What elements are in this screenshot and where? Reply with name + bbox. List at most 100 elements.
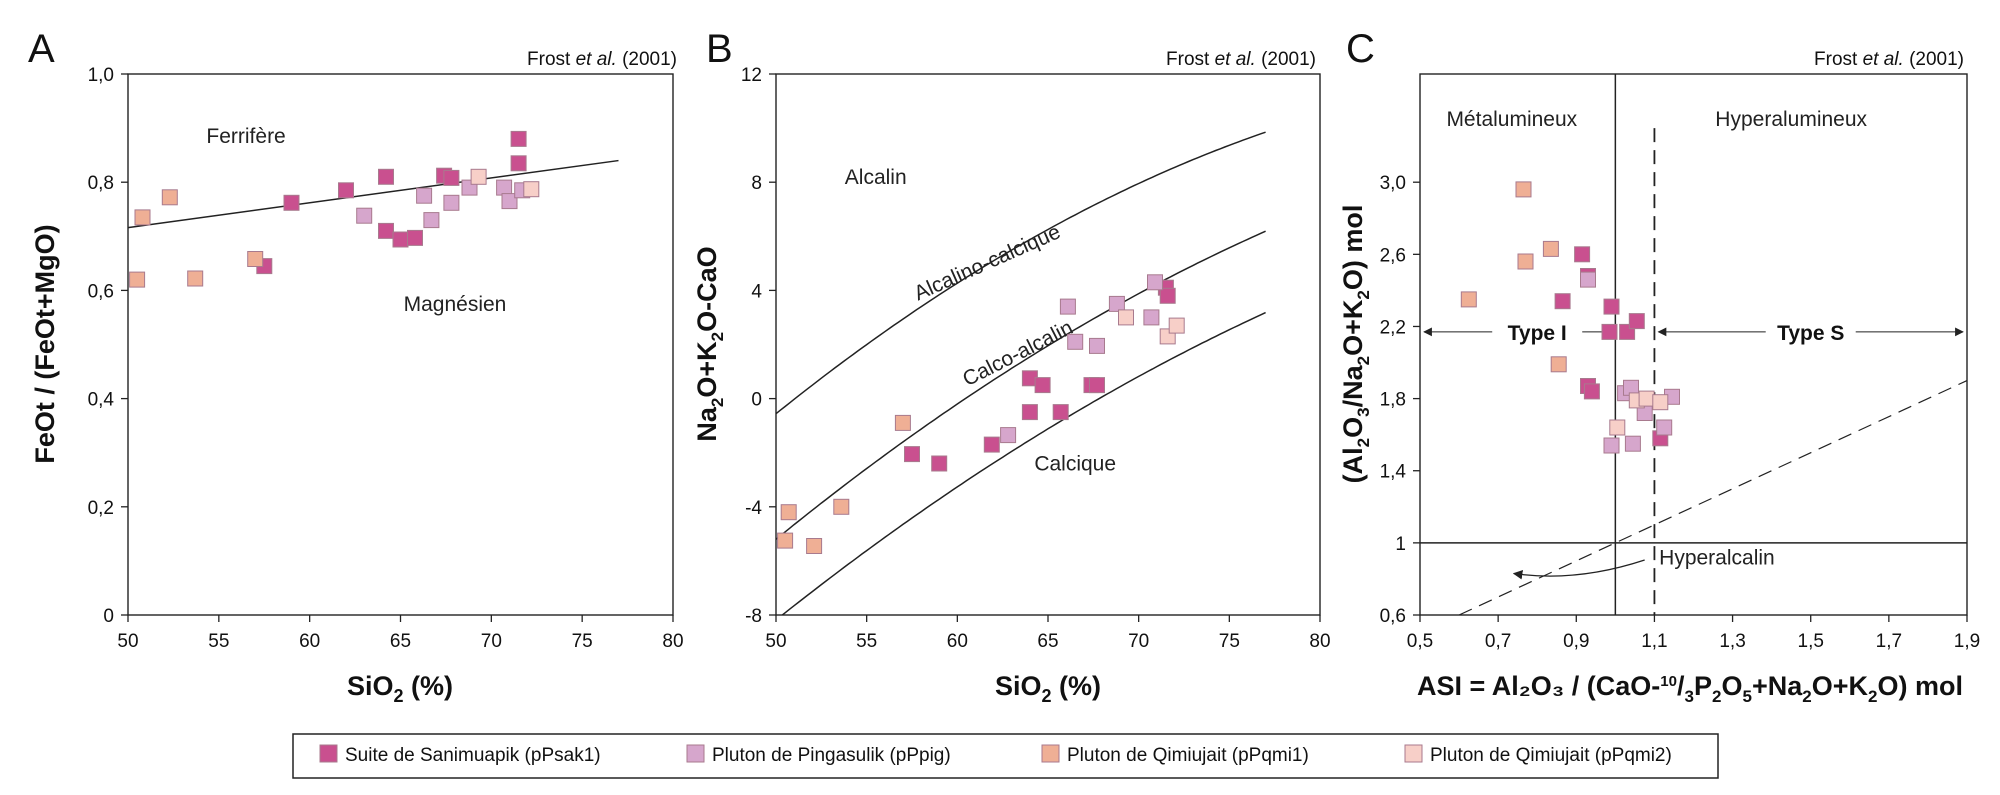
- y-tick-label-c: 1,4: [1380, 462, 1407, 483]
- region-label-c-0: Métalumineux: [1446, 108, 1577, 131]
- legend: Suite de Sanimuapik (pPsak1) Pluton de P…: [292, 733, 1719, 779]
- y-tick-label-c: 3,0: [1380, 173, 1406, 194]
- point-pPqmi1-b: [777, 532, 794, 549]
- point-pPqmi1-a: [187, 270, 204, 287]
- plot-frame-a: [127, 73, 674, 616]
- legend-item-pPqmi1: Pluton de Qimiujait (pPqmi1): [1041, 744, 1309, 766]
- legend-item-pPsak1: Suite de Sanimuapik (pPsak1): [319, 744, 601, 766]
- point-pPsak1-a: [510, 155, 527, 172]
- y-tick-label-b: 8: [751, 173, 762, 194]
- legend-box: [292, 733, 1719, 779]
- point-pPsak1-b: [1159, 287, 1176, 304]
- x-tick-label-c: 1,1: [1641, 631, 1667, 652]
- x-tick-label-c: 0,5: [1407, 631, 1433, 652]
- point-pPsak1-a: [392, 231, 409, 248]
- credit-c: Frost et al. (2001): [1814, 49, 1964, 70]
- y-tick-label-c: 1: [1395, 534, 1406, 555]
- y-tick-label-a: 0,6: [88, 281, 114, 302]
- x-tick-label-b: 70: [1128, 631, 1149, 652]
- y-tick-label-b: 4: [751, 281, 762, 302]
- point-pPpig-c: [1580, 271, 1596, 288]
- legend-label-pPqmi2: Pluton de Qimiujait (pPqmi2): [1430, 745, 1672, 766]
- point-pPsak1-a: [378, 222, 394, 239]
- point-pPqmi1-c: [1550, 356, 1567, 373]
- legend-swatch-pPqmi1: [1041, 744, 1060, 763]
- type-label-0: Type I: [1508, 322, 1567, 345]
- y-tick-label-a: 0,2: [88, 498, 114, 519]
- plot-inner-b: [776, 131, 1266, 615]
- plot-area-b: 50 55 60 65 70 75 80 -8 -4 0 4 8 12 Alcalin Calcique Al…: [741, 65, 1331, 652]
- region-label-a-0: Ferrifère: [206, 125, 285, 148]
- region-label-a-1: Magnésien: [404, 293, 507, 316]
- diagonal-dashed-line: [1458, 380, 1967, 615]
- x-tick-label-a: 55: [208, 631, 229, 652]
- point-pPpig-a: [416, 187, 433, 204]
- point-pPpig-b: [1000, 427, 1017, 444]
- x-tick-label-b: 60: [947, 631, 968, 652]
- point-pPsak1-a: [510, 130, 527, 147]
- x-tick-label-c: 1,3: [1719, 631, 1745, 652]
- panel-letter-c: C: [1346, 27, 1375, 71]
- y-axis-title-a: FeOt / (FeOt+MgO): [30, 224, 60, 463]
- legend-label-pPsak1: Suite de Sanimuapik (pPsak1): [345, 745, 601, 766]
- point-pPpig-c: [1603, 437, 1620, 454]
- point-pPpig-c: [1624, 435, 1641, 452]
- point-pPsak1-c: [1601, 323, 1618, 340]
- point-pPqmi1-a: [161, 189, 178, 206]
- point-pPpig-b: [1067, 333, 1084, 350]
- legend-item-pPqmi2: Pluton de Qimiujait (pPqmi2): [1404, 744, 1672, 766]
- point-pPqmi1-c: [1517, 253, 1534, 270]
- x-tick-label-b: 65: [1037, 631, 1058, 652]
- point-pPpig-a: [423, 212, 440, 229]
- point-pPsak1-b: [931, 455, 948, 472]
- y-tick-label-a: 0,8: [88, 173, 114, 194]
- type-label-bg-1: [1765, 317, 1856, 346]
- region-label-c-1: Hyperalumineux: [1715, 108, 1867, 131]
- point-pPsak1-c: [1583, 383, 1600, 400]
- x-tick-label-c: 0,7: [1485, 631, 1511, 652]
- point-pPqmi1-b: [806, 538, 823, 554]
- point-pPqmi1-a: [134, 209, 151, 226]
- point-pPqmi2-c: [1638, 390, 1655, 407]
- point-pPqmi1-c: [1515, 181, 1532, 198]
- x-tick-label-a: 50: [117, 631, 138, 652]
- point-pPsak1-b: [1089, 377, 1105, 394]
- curve-label-b-1: Calco-alcalin: [959, 316, 1077, 391]
- point-pPpig-b: [1108, 295, 1125, 312]
- region-label-c-2: Hyperalcalin: [1659, 546, 1775, 569]
- y-tick-label-a: 0,4: [88, 390, 115, 411]
- x-tick-label-a: 70: [481, 631, 502, 652]
- credit-b: Frost et al. (2001): [1166, 49, 1316, 70]
- region-label-b-1: Calcique: [1034, 453, 1116, 476]
- x-tick-label-c: 0,9: [1563, 631, 1589, 652]
- x-tick-label-a: 60: [299, 631, 320, 652]
- point-pPqmi1-c: [1460, 291, 1477, 308]
- x-tick-label-c: 1,5: [1798, 631, 1824, 652]
- x-tick-label-c: 1,7: [1876, 631, 1902, 652]
- point-pPpig-a: [443, 194, 460, 211]
- y-tick-label-a: 1,0: [88, 65, 114, 86]
- point-pPpig-b: [1143, 309, 1160, 326]
- boundary-curve-b-0: [776, 131, 1266, 415]
- point-pPqmi2-c: [1609, 419, 1626, 436]
- y-tick-label-c: 1,8: [1380, 390, 1406, 411]
- point-pPqmi2-c: [1652, 394, 1669, 411]
- plot-inner-c: [1458, 380, 1967, 615]
- panel-a: A Frost et al. (2001) 50 55 60 65 70 75 80 0 0,2…: [28, 27, 684, 706]
- y-tick-label-b: 12: [741, 65, 762, 86]
- point-pPsak1-a: [407, 229, 423, 246]
- point-pPsak1-b: [983, 436, 1000, 453]
- x-axis-title-a: SiO2 (%): [347, 671, 453, 706]
- point-pPqmi1-a: [247, 251, 264, 267]
- y-tick-label-b: -8: [745, 606, 762, 627]
- point-pPsak1-b: [904, 446, 920, 463]
- point-pPsak1-c: [1574, 246, 1591, 263]
- curve-label-b-0: Alcalino-calcique: [911, 220, 1064, 305]
- x-tick-label-b: 50: [765, 631, 786, 652]
- point-pPqmi1-b: [833, 498, 850, 515]
- y-axis-title-c: (Al2O3/Na2O+K2O) mol: [1338, 205, 1373, 484]
- y-tick-label-c: 2,6: [1380, 245, 1406, 266]
- panel-c: C Frost et al. (2001) 0,5 0,7 0,9 1,1 1,3 1,5…: [1338, 27, 1980, 706]
- point-pPsak1-c: [1603, 298, 1620, 315]
- panel-letter-b: B: [706, 27, 733, 71]
